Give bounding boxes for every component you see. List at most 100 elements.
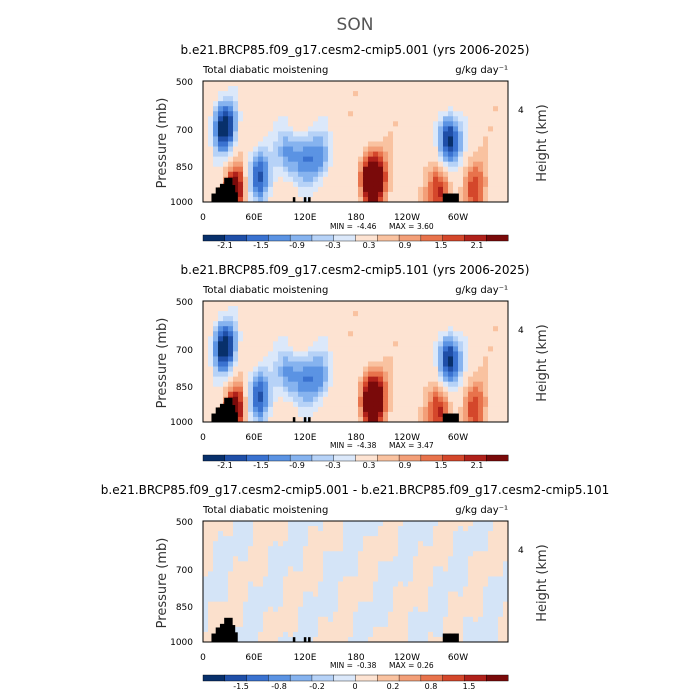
heat-cell xyxy=(323,121,329,127)
heat-cell xyxy=(373,551,379,557)
heat-cell xyxy=(348,416,354,423)
heat-cell xyxy=(373,531,379,537)
heat-cell xyxy=(213,391,219,398)
heat-cell xyxy=(443,136,449,142)
heat-cell xyxy=(478,301,484,307)
heat-cell xyxy=(443,341,449,347)
heat-cell xyxy=(413,401,419,408)
heat-cell xyxy=(303,146,309,152)
heat-cell xyxy=(468,611,474,618)
heat-cell xyxy=(243,356,249,362)
heat-cell xyxy=(488,576,494,582)
heat-cell xyxy=(223,341,229,347)
heat-cell xyxy=(423,356,429,362)
heat-cell xyxy=(433,416,439,423)
heat-cell xyxy=(353,301,359,307)
heat-cell xyxy=(453,611,459,618)
heat-cell xyxy=(253,591,259,598)
heat-cell xyxy=(348,116,354,122)
heat-cell xyxy=(273,366,279,372)
heat-cell xyxy=(363,631,369,638)
heat-cell xyxy=(318,596,324,603)
heat-cell xyxy=(388,551,394,557)
heat-cell xyxy=(373,196,379,203)
heat-cell xyxy=(308,336,314,342)
heat-cell xyxy=(493,571,499,577)
heat-cell xyxy=(423,556,429,562)
panel-1-min-label: MIN = xyxy=(330,222,353,231)
heat-cell xyxy=(243,101,249,107)
heat-cell xyxy=(328,581,334,587)
heat-cell xyxy=(368,306,374,312)
heat-cell xyxy=(398,356,404,362)
heat-cell xyxy=(328,566,334,572)
heat-cell xyxy=(213,531,219,537)
heat-cell xyxy=(268,586,274,592)
heat-cell xyxy=(223,136,229,142)
heat-cell xyxy=(398,576,404,582)
heat-cell xyxy=(318,106,324,112)
heat-cell xyxy=(233,101,239,107)
panel-1-colorbar xyxy=(202,234,509,242)
heat-cell xyxy=(273,601,279,608)
heat-cell xyxy=(498,616,504,623)
heat-cell xyxy=(403,546,409,552)
heat-cell xyxy=(418,611,424,618)
heat-cell xyxy=(273,91,279,97)
heat-cell xyxy=(363,371,369,378)
heat-cell xyxy=(393,621,399,628)
heat-cell xyxy=(243,591,249,598)
heat-cell xyxy=(428,191,434,198)
heat-cell xyxy=(263,381,269,388)
heat-cell xyxy=(483,591,489,598)
heat-cell xyxy=(363,196,369,203)
heat-cell xyxy=(413,186,419,193)
heat-cell xyxy=(448,151,454,158)
heat-cell xyxy=(258,586,264,592)
heat-cell xyxy=(443,306,449,312)
heat-cell xyxy=(233,186,239,193)
heat-cell xyxy=(263,336,269,342)
heat-cell xyxy=(358,391,364,398)
heat-cell xyxy=(493,346,499,352)
heat-cell xyxy=(458,176,464,183)
heat-cell xyxy=(458,141,464,147)
heat-cell xyxy=(483,86,489,92)
heat-cell xyxy=(213,336,219,342)
heat-cell xyxy=(263,396,269,403)
heat-cell xyxy=(243,321,249,327)
heat-cell xyxy=(243,116,249,122)
heat-cell xyxy=(283,416,289,423)
heat-cell xyxy=(313,121,319,127)
heat-cell xyxy=(498,331,504,337)
heat-cell xyxy=(478,596,484,603)
heat-cell xyxy=(393,546,399,552)
heat-cell xyxy=(243,136,249,142)
heat-cell xyxy=(268,626,274,633)
heat-cell xyxy=(503,521,509,527)
heat-cell xyxy=(343,171,349,178)
heat-cell xyxy=(293,156,299,163)
heat-cell xyxy=(288,101,294,107)
heat-cell xyxy=(208,586,214,592)
heat-cell xyxy=(288,401,294,408)
heat-cell xyxy=(433,316,439,322)
heat-cell xyxy=(503,621,509,628)
heat-cell xyxy=(403,606,409,613)
heat-cell xyxy=(243,146,249,152)
heat-cell xyxy=(363,541,369,547)
heat-cell xyxy=(223,91,229,97)
heat-cell xyxy=(378,616,384,623)
heat-cell xyxy=(503,151,509,158)
heat-cell xyxy=(273,171,279,178)
heat-cell xyxy=(233,386,239,393)
heat-cell xyxy=(463,346,469,352)
heat-cell xyxy=(373,111,379,117)
heat-cell xyxy=(483,116,489,122)
heat-cell xyxy=(348,366,354,372)
heat-cell xyxy=(283,191,289,198)
heat-cell xyxy=(218,606,224,613)
topography-mask xyxy=(308,417,311,422)
heat-cell xyxy=(483,196,489,203)
heat-cell xyxy=(203,186,209,193)
